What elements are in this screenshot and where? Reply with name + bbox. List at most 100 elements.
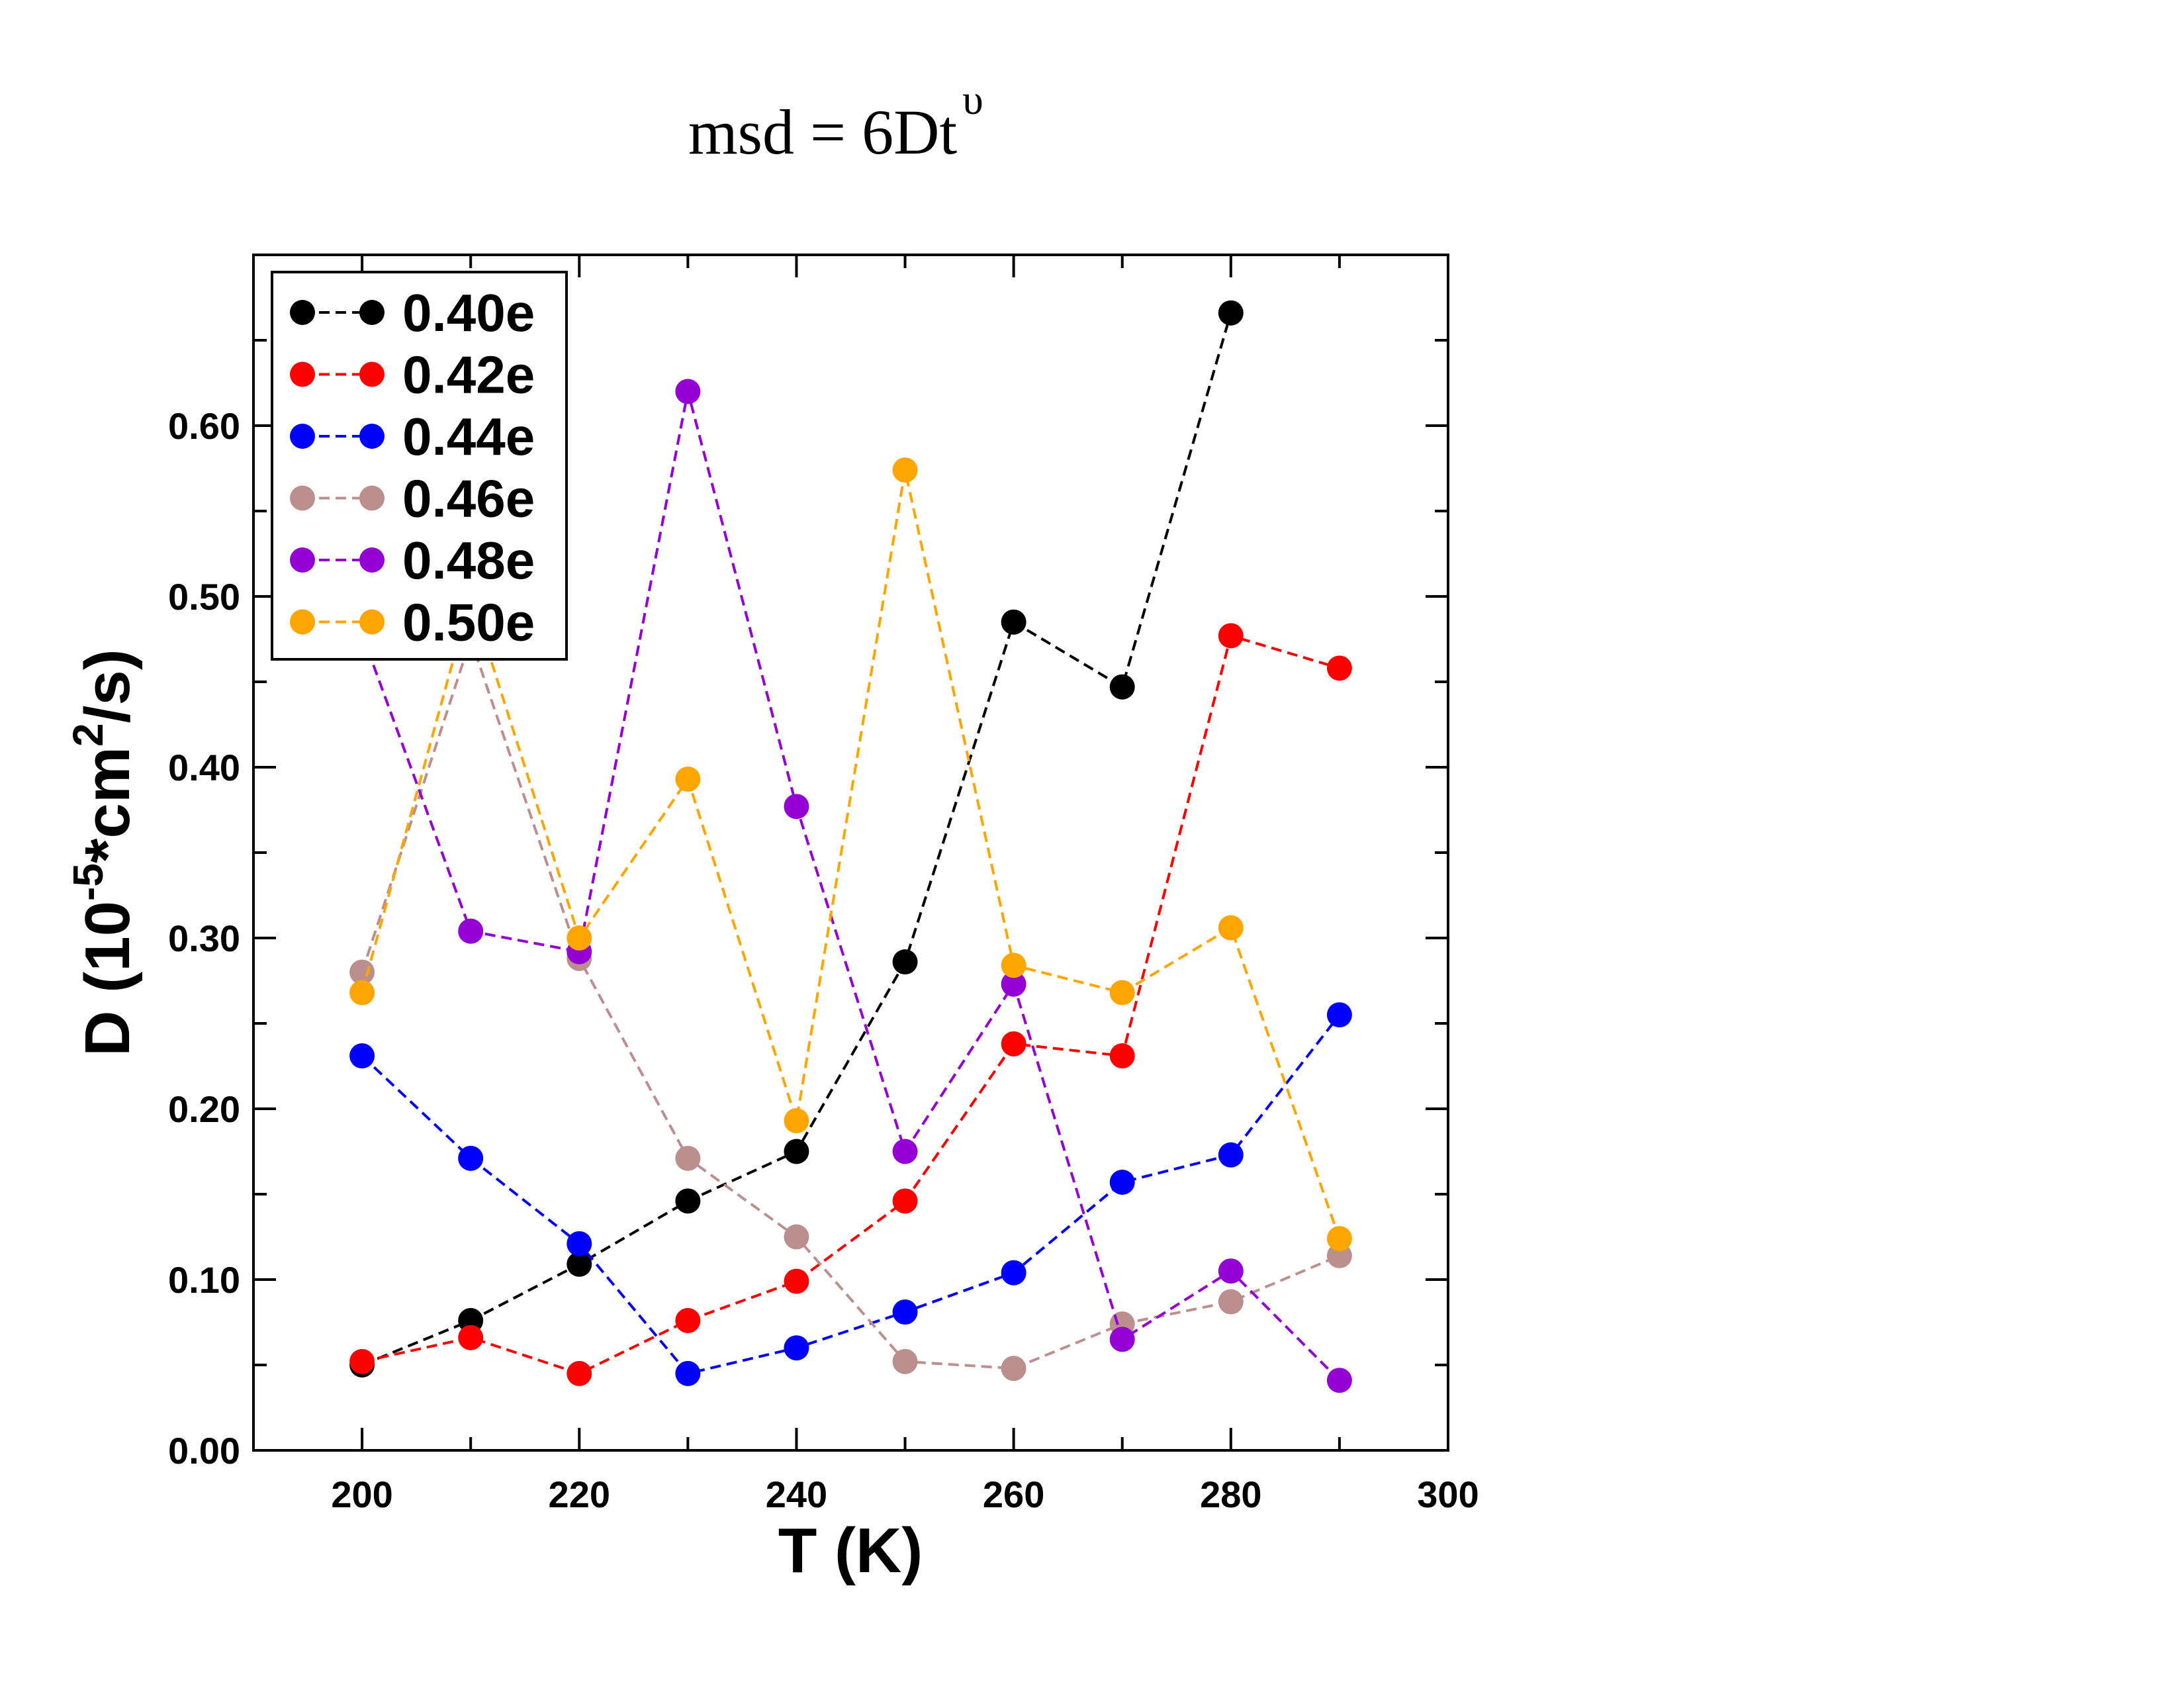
data-point (567, 1231, 592, 1256)
data-point (458, 1325, 484, 1350)
x-tick-label: 280 (1200, 1474, 1261, 1515)
legend-box (271, 271, 568, 661)
data-point (1001, 609, 1026, 635)
data-point (1326, 1002, 1352, 1028)
series-0.44e (349, 1002, 1352, 1386)
data-point (1109, 1043, 1135, 1069)
data-point (1001, 971, 1026, 997)
y-tick-label: 0.30 (168, 917, 240, 959)
x-tick-label: 260 (983, 1474, 1044, 1515)
data-point (1001, 1260, 1026, 1286)
legend-marker (290, 424, 315, 449)
data-point (1218, 1258, 1244, 1284)
data-point (1109, 1327, 1135, 1352)
data-point (1001, 1031, 1026, 1056)
legend-label: 0.46e (402, 469, 535, 528)
data-point (1109, 1169, 1135, 1195)
data-point (675, 379, 701, 404)
legend-marker (290, 609, 315, 635)
data-point (784, 1139, 809, 1164)
series-line (361, 1013, 1341, 1376)
legend-label: 0.44e (402, 407, 535, 466)
data-point (458, 918, 484, 944)
data-point (892, 1188, 918, 1214)
legend-label: 0.42e (402, 346, 535, 404)
data-point (1109, 980, 1135, 1006)
y-tick-label: 0.10 (168, 1259, 240, 1301)
y-axis-title: D (10-5*cm2/s) (64, 649, 143, 1056)
data-point (784, 794, 809, 820)
legend-entry: 0.42e (290, 346, 535, 404)
data-point (892, 949, 918, 975)
data-point (1218, 1289, 1244, 1315)
x-tick-label: 300 (1417, 1474, 1479, 1515)
x-tick-label: 240 (766, 1474, 827, 1515)
legend-marker (359, 485, 385, 511)
y-tick-label: 0.00 (168, 1430, 240, 1472)
data-point (784, 1224, 809, 1250)
legend-entry: 0.50e (290, 593, 535, 652)
data-point (892, 457, 918, 483)
data-point (1109, 674, 1135, 700)
legend-marker (359, 300, 385, 325)
y-tick-label: 0.50 (168, 576, 240, 618)
data-point (1218, 915, 1244, 941)
data-point (349, 1348, 375, 1374)
legend-marker (290, 361, 315, 387)
data-point (567, 1251, 592, 1277)
legend-marker (290, 547, 315, 573)
legend-marker (290, 300, 315, 325)
data-point (349, 959, 375, 985)
y-tick-labels: 0.00 0.10 0.20 0.30 0.40 0.50 0.60 (168, 405, 240, 1472)
series-line (361, 635, 1340, 1370)
data-point (784, 1268, 809, 1294)
y-tick-label: 0.20 (168, 1088, 240, 1130)
data-point (1218, 1142, 1244, 1168)
legend-marker (359, 361, 385, 387)
legend-entry: 0.44e (290, 407, 535, 466)
data-point (892, 1299, 918, 1325)
data-point (1218, 300, 1244, 326)
data-point (349, 1043, 375, 1069)
data-point (675, 1360, 701, 1386)
y-tick-label: 0.40 (168, 747, 240, 788)
data-point (1326, 655, 1352, 681)
x-tick-labels: 200 220 240 260 280 300 (331, 1474, 1479, 1515)
data-point (349, 980, 375, 1006)
x-tick-label: 200 (331, 1474, 392, 1515)
legend-marker (359, 547, 385, 573)
data-point (1326, 1226, 1352, 1252)
chart-title: msd = 6Dt υ (688, 76, 983, 167)
data-point (1001, 1356, 1026, 1382)
legend-label: 0.50e (402, 593, 535, 652)
series-0.40e (349, 300, 1244, 1378)
series-0.42e (349, 623, 1352, 1386)
series-line (361, 633, 1340, 1376)
legend-marker (359, 424, 385, 449)
data-point (1326, 1368, 1352, 1393)
data-point (675, 1188, 701, 1214)
legend-entry: 0.46e (290, 469, 535, 528)
legend-label: 0.48e (402, 531, 535, 590)
x-axis-title: T (K) (778, 1515, 923, 1586)
legend-marker (290, 485, 315, 511)
data-point (567, 925, 592, 951)
series-layer (349, 300, 1352, 1393)
y-tick-label: 0.60 (168, 405, 240, 447)
legend-label: 0.40e (402, 283, 535, 342)
data-point (1218, 623, 1244, 649)
data-point (892, 1139, 918, 1164)
data-point (567, 1360, 592, 1386)
x-tick-label: 220 (549, 1474, 610, 1515)
legend-marker (359, 609, 385, 635)
data-point (784, 1335, 809, 1361)
data-point (675, 1307, 701, 1333)
data-point (675, 767, 701, 792)
data-point (1001, 953, 1026, 978)
data-point (784, 1108, 809, 1134)
series-0.46e (349, 626, 1352, 1382)
series-line (361, 391, 1341, 1382)
legend-entry: 0.48e (290, 531, 535, 590)
